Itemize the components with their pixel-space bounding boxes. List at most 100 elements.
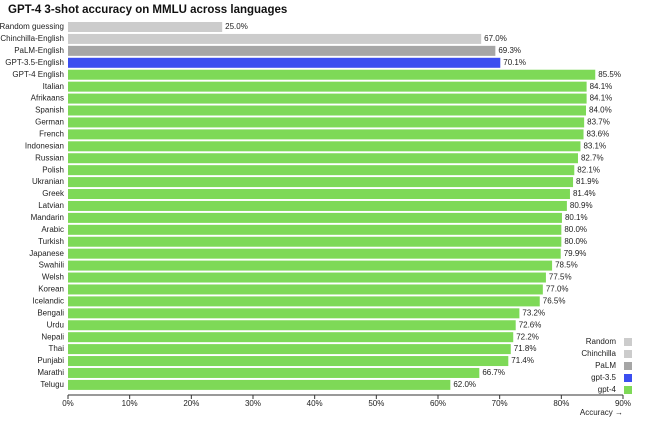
bar	[68, 248, 561, 259]
y-tick-label: Swahili	[39, 261, 65, 270]
legend-label: Chinchilla	[581, 349, 616, 358]
y-tick-label: Afrikaans	[31, 94, 64, 103]
legend-label: gpt-4	[598, 385, 617, 394]
value-label: 73.2%	[522, 308, 545, 317]
x-axis-label: Accuracy →	[580, 408, 623, 417]
y-tick-label: Nepali	[41, 332, 64, 341]
y-tick-label: Arabic	[41, 225, 64, 234]
value-label: 71.8%	[514, 344, 537, 353]
bar	[68, 224, 562, 235]
value-label: 80.0%	[564, 225, 587, 234]
y-tick-label: Indonesian	[25, 141, 64, 150]
legend-swatch	[624, 338, 632, 346]
value-label: 80.9%	[570, 201, 593, 210]
value-label: 84.1%	[590, 94, 613, 103]
y-tick-label: Welsh	[42, 273, 64, 282]
x-tick-label: 70%	[492, 399, 508, 408]
y-tick-label: Telugu	[40, 380, 64, 389]
legend-label: PaLM	[595, 361, 616, 370]
bar	[68, 212, 562, 223]
legend-swatch	[624, 350, 632, 358]
y-tick-label: Greek	[42, 189, 65, 198]
y-tick-label: French	[39, 129, 64, 138]
value-label: 81.4%	[573, 189, 596, 198]
value-label: 71.4%	[511, 356, 534, 365]
y-tick-label: Japanese	[29, 249, 64, 258]
value-label: 84.1%	[590, 82, 613, 91]
value-label: 78.5%	[555, 261, 578, 270]
value-label: 79.9%	[564, 249, 587, 258]
bar	[68, 165, 575, 176]
bar	[68, 189, 570, 200]
x-tick-label: 30%	[245, 399, 261, 408]
legend-label: gpt-3.5	[591, 373, 616, 382]
bar	[68, 69, 596, 80]
bar	[68, 33, 482, 44]
value-label: 82.1%	[577, 165, 600, 174]
value-label: 80.1%	[565, 213, 588, 222]
bar	[68, 105, 586, 116]
bar	[68, 57, 501, 68]
bar	[68, 81, 587, 92]
value-label: 83.1%	[583, 141, 606, 150]
bar	[68, 296, 540, 307]
bar	[68, 260, 553, 271]
y-tick-label: GPT-3.5-English	[5, 58, 64, 67]
x-tick-label: 60%	[430, 399, 446, 408]
y-tick-label: Italian	[43, 82, 64, 91]
bar	[68, 344, 511, 355]
x-tick-label: 20%	[183, 399, 199, 408]
legend-swatch	[624, 386, 632, 394]
y-tick-label: Polish	[42, 165, 64, 174]
bar	[68, 236, 562, 247]
chart-title: GPT-4 3-shot accuracy on MMLU across lan…	[8, 4, 287, 16]
value-label: 25.0%	[225, 22, 248, 31]
value-label: 82.7%	[581, 153, 604, 162]
y-tick-label: Turkish	[38, 237, 64, 246]
legend-swatch	[624, 374, 632, 382]
value-label: 62.0%	[453, 380, 476, 389]
value-label: 66.7%	[482, 368, 505, 377]
bar	[68, 22, 223, 32]
y-tick-label: Chinchilla-English	[0, 34, 64, 43]
bar	[68, 356, 509, 367]
bar	[68, 367, 480, 378]
bar	[68, 308, 520, 319]
x-tick-label: 10%	[122, 399, 138, 408]
x-tick-label: 80%	[553, 399, 569, 408]
bar	[68, 93, 587, 104]
y-tick-label: Ukranian	[32, 177, 64, 186]
y-tick-label: Thai	[48, 344, 64, 353]
bar	[68, 153, 578, 164]
y-tick-label: Urdu	[47, 320, 64, 329]
x-tick-label: 0%	[62, 399, 74, 408]
legend-swatch	[624, 362, 632, 370]
value-label: 69.3%	[498, 46, 521, 55]
value-label: 83.7%	[587, 118, 610, 127]
bar	[68, 177, 574, 188]
value-label: 83.6%	[587, 129, 610, 138]
y-tick-label: PaLM-English	[14, 46, 64, 55]
y-tick-label: Mandarin	[31, 213, 64, 222]
y-tick-label: GPT-4 English	[12, 70, 64, 79]
bar	[68, 200, 567, 211]
bar	[68, 117, 585, 128]
y-tick-label: Korean	[38, 285, 64, 294]
value-label: 76.5%	[543, 296, 566, 305]
bar	[68, 379, 451, 390]
y-tick-label: Spanish	[35, 106, 64, 115]
value-label: 85.5%	[598, 70, 621, 79]
bar	[68, 284, 543, 295]
x-tick-label: 50%	[368, 399, 384, 408]
value-label: 81.9%	[576, 177, 599, 186]
y-tick-label: Russian	[35, 153, 64, 162]
bar	[68, 141, 581, 152]
value-label: 72.2%	[516, 332, 539, 341]
x-tick-label: 90%	[615, 399, 631, 408]
value-label: 72.6%	[519, 320, 542, 329]
bar	[68, 272, 546, 283]
x-tick-label: 40%	[307, 399, 323, 408]
y-tick-label: Marathi	[37, 368, 64, 377]
value-label: 77.0%	[546, 285, 569, 294]
